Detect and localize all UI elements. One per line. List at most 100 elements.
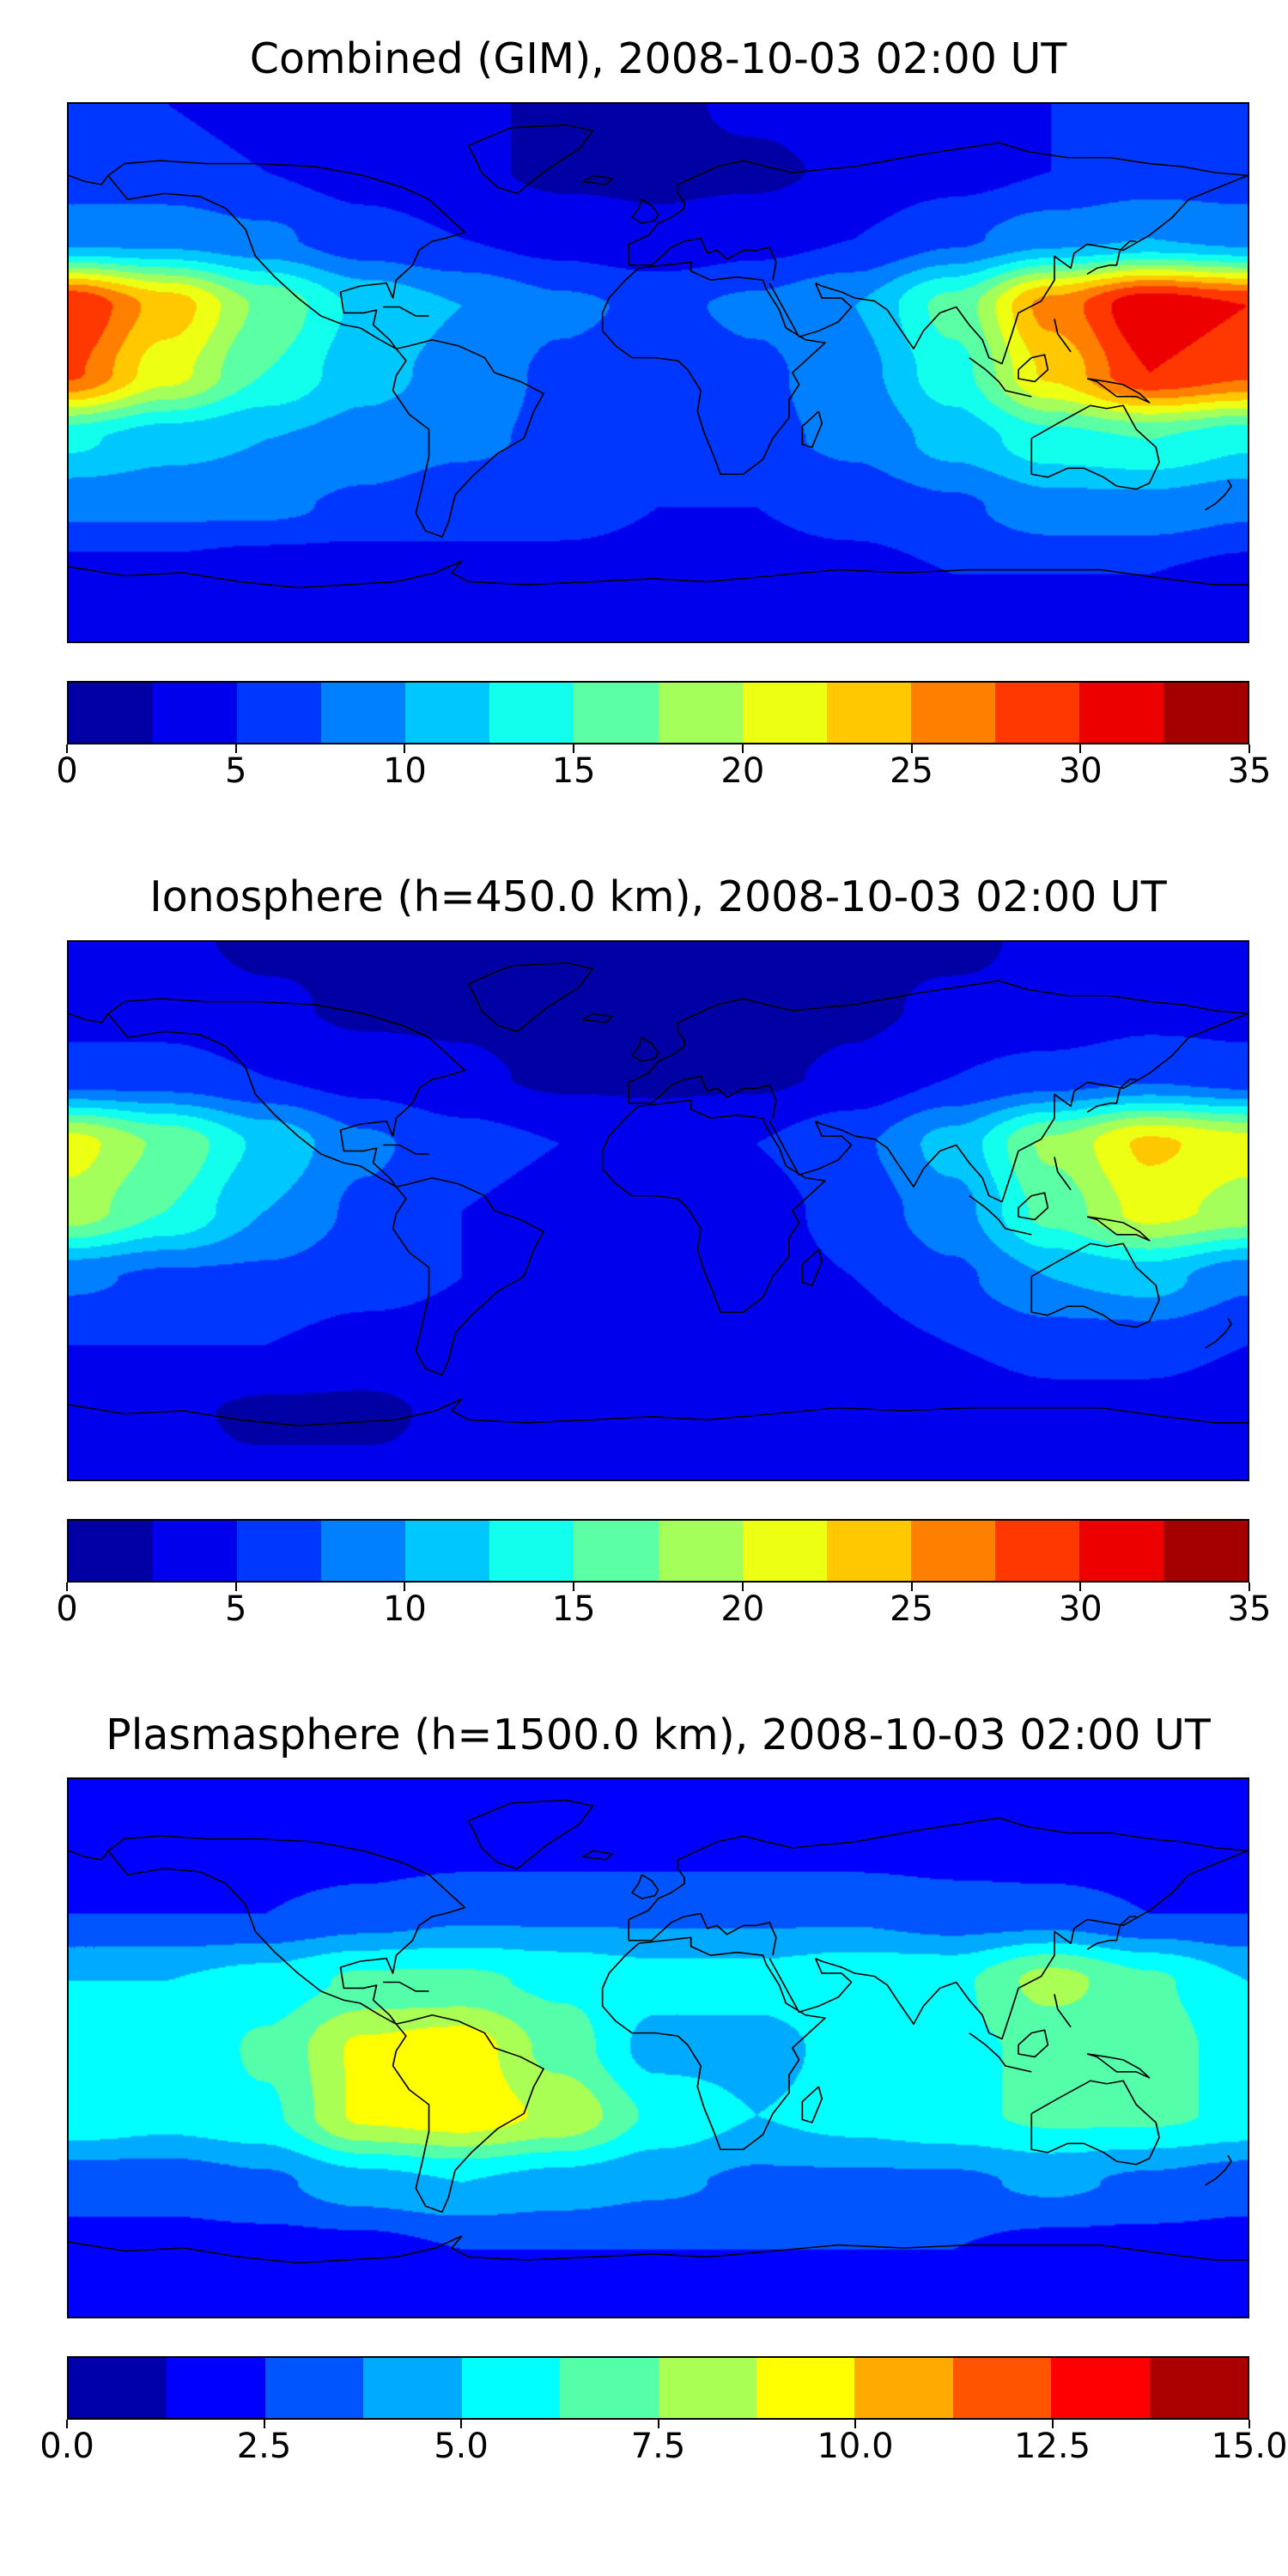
colorbar-segment [69,682,154,743]
panel-plasmasphere: Plasmasphere (h=1500.0 km), 2008-10-03 0… [39,1710,1287,2467]
colorbar-tick-label: 25 [890,1589,934,1629]
colorbar-tick-mark [573,744,575,753]
colorbar-tick-label: 35 [1227,1589,1272,1629]
colorbar-segment [264,2358,364,2419]
colorbar-segment [237,1520,322,1581]
colorbar-segment [742,682,827,743]
colorbar-tick-label: 35 [1227,750,1272,791]
colorbar-segment [489,1520,574,1581]
colorbar-segment [405,682,490,743]
coastlines-overlay [69,124,1248,588]
colorbar-tick-mark [854,2420,856,2429]
coastlines-overlay [69,962,1248,1426]
colorbar-tick-mark [657,2420,659,2429]
colorbar-segment [153,1520,238,1581]
colorbar-segment [952,2358,1052,2419]
colorbar-segment [461,2358,561,2419]
coastlines-overlay [69,1799,1248,2264]
colorbar-tick-mark [573,1582,575,1591]
colorbar-segment [658,2358,756,2419]
colorbar-tick-mark [1051,2420,1054,2429]
colorbar-tick-mark [234,1582,237,1591]
colorbar-tick-label: 0 [56,1589,78,1629]
tec-figure: Combined (GIM), 2008-10-03 02:00 UT 0 5 10… [39,34,1287,2467]
colorbar-tick-mark [910,744,913,753]
colorbar-segments [69,682,1249,743]
colorbar-segment [826,682,911,743]
colorbar-tick-mark [1079,744,1082,753]
colorbar-segment [658,1520,743,1581]
colorbar-tick-label: 0 [56,750,78,791]
colorbar-segment [574,1520,659,1581]
colorbar-segment [321,1520,406,1581]
panel-title: Ionosphere (h=450.0 km), 2008-10-03 02:0… [149,872,1167,921]
panel-title: Combined (GIM), 2008-10-03 02:00 UT [249,34,1067,83]
colorbar-segment [1051,2358,1150,2419]
coastline-path [69,124,1248,588]
colorbar-ticks: 0 5 10 15 20 25 30 35 [56,744,1271,791]
colorbar-segments [69,1520,1249,1581]
colorbar-tick-mark [1249,2420,1250,2429]
colorbar-tick-label: 15.0 [1211,2427,1288,2467]
colorbar-tick-mark [234,744,237,753]
colorbar-tick-mark [1249,1582,1250,1591]
colorbar-segment [405,1520,490,1581]
colorbar-segment [1149,2358,1249,2419]
colorbar-tick-label: 5 [224,750,247,791]
colorbar-segment [363,2358,462,2419]
tec-heatmap-canvas [69,103,1248,641]
colorbar-tick-label: 5 [224,1589,247,1629]
colorbar-tick-label: 15 [551,1589,596,1629]
colorbar-tick-mark [404,1582,406,1591]
colorbar-segment [854,2358,953,2419]
colorbar-tick-mark [66,2420,68,2429]
colorbar-segment [321,682,406,743]
colorbar-segment [658,682,743,743]
colorbar-tick-label: 7.5 [630,2427,686,2467]
colorbar-tick-label: 12.5 [1013,2427,1091,2467]
colorbar-segment [994,1520,1079,1581]
coastline-path [69,962,1248,1426]
colorbar-segment [69,2358,167,2419]
colorbar-tick-label: 30 [1058,1589,1103,1629]
colorbar-tick-label: 20 [720,1589,765,1629]
colorbar-ticks: 0 5 10 15 20 25 30 35 [56,1582,1271,1629]
colorbar-segment [994,682,1079,743]
colorbar-segment [1078,1520,1164,1581]
colorbar-segment [237,682,322,743]
colorbar-tick-label: 10 [382,750,427,791]
colorbar-segment [910,1520,995,1581]
colorbar-tick-label: 10.0 [817,2427,894,2467]
colorbar-tick-mark [1249,744,1250,753]
colorbar-tick-label: 2.5 [236,2427,292,2467]
colorbar-tick-mark [66,744,68,753]
colorbar-segment [153,682,238,743]
colorbar-segment [910,682,995,743]
colorbar-tick-mark [404,744,406,753]
tec-heatmap-canvas [69,941,1248,1479]
colorbar-segment [1163,1520,1249,1581]
colorbar-segment [560,2358,659,2419]
colorbar [67,2356,1249,2421]
panel-combined: Combined (GIM), 2008-10-03 02:00 UT 0 5 10… [56,34,1271,791]
colorbar-segment [489,682,574,743]
colorbar-tick-mark [741,744,744,753]
colorbar-tick-mark [460,2420,462,2429]
colorbar-tick-mark [910,1582,913,1591]
panel-ionosphere: Ionosphere (h=450.0 km), 2008-10-03 02:0… [56,872,1271,1629]
colorbar-tick-label: 20 [720,750,765,791]
colorbar-tick-label: 30 [1058,750,1103,791]
colorbar-segment [1078,682,1164,743]
world-map-combined [67,101,1249,643]
colorbar-tick-mark [1079,1582,1082,1591]
colorbar-segments [69,2358,1249,2419]
colorbar-segment [167,2358,265,2419]
colorbar-tick-label: 10 [382,1589,427,1629]
colorbar-tick-mark [741,1582,744,1591]
panel-title: Plasmasphere (h=1500.0 km), 2008-10-03 0… [106,1710,1211,1759]
world-map-ionosphere [67,939,1249,1481]
colorbar-segment [742,1520,827,1581]
colorbar-segment [69,1520,154,1581]
colorbar-tick-label: 25 [890,750,934,791]
colorbar-segment [1163,682,1249,743]
